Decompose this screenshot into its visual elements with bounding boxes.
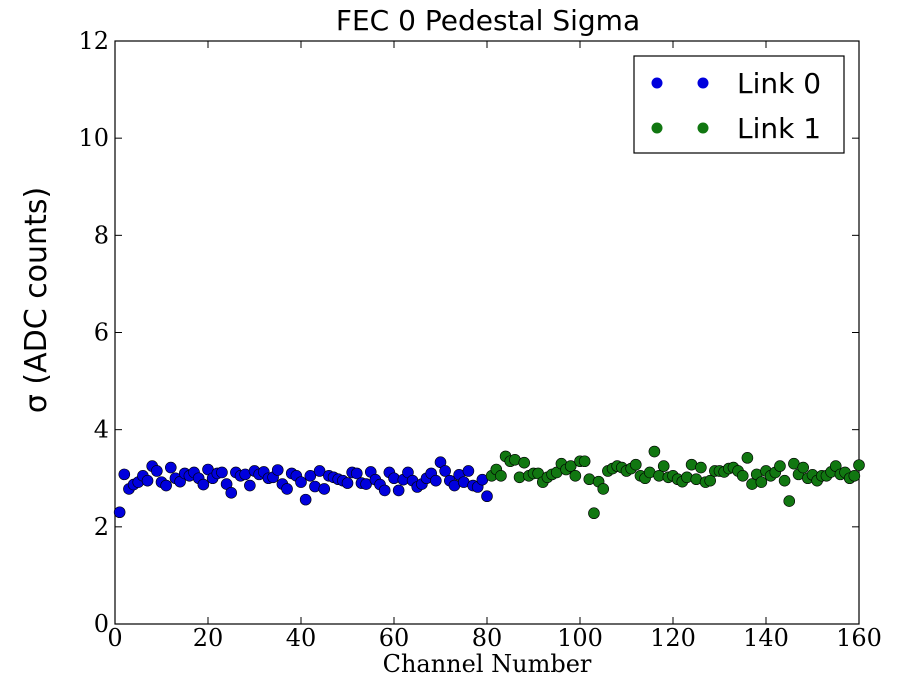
y-tick-label: 6 — [94, 319, 109, 347]
data-point-link1 — [588, 507, 600, 520]
data-point-link0 — [197, 478, 210, 491]
data-point-link1 — [741, 452, 754, 464]
x-axis: 0 20 40 60 80 100 120 140 160 — [107, 41, 882, 652]
legend-label-link0: Link 0 — [737, 67, 821, 100]
y-tick-label: 4 — [94, 416, 109, 444]
data-point-link1 — [797, 461, 810, 474]
data-point-link1 — [629, 458, 642, 471]
data-point-link0 — [341, 477, 354, 489]
data-point-link0 — [113, 506, 126, 519]
data-point-link0 — [350, 467, 363, 480]
data-point-link1 — [564, 460, 577, 472]
x-tick-label: 140 — [743, 624, 789, 652]
x-tick-label: 100 — [557, 624, 603, 652]
data-point-link0 — [299, 493, 312, 506]
data-point-link0 — [151, 465, 163, 477]
data-point-link0 — [439, 465, 451, 477]
x-tick-label: 120 — [650, 624, 696, 652]
data-point-link0 — [392, 484, 405, 497]
y-tick-label: 8 — [94, 221, 109, 249]
data-point-link0 — [271, 464, 284, 476]
x-axis-label: Channel Number — [383, 650, 592, 678]
data-point-link1 — [695, 461, 707, 474]
data-point-link0 — [118, 468, 131, 481]
legend-marker-link0-b — [697, 77, 709, 89]
data-point-link0 — [481, 490, 493, 503]
data-point-link0 — [318, 483, 331, 495]
data-point-link0 — [378, 484, 391, 497]
data-point-link1 — [495, 470, 507, 482]
x-tick-label: 20 — [193, 624, 224, 652]
data-point-link1 — [774, 460, 786, 472]
data-point-link0 — [141, 474, 154, 487]
data-point-link0 — [165, 461, 177, 474]
data-point-link0 — [225, 487, 238, 499]
data-point-link0 — [216, 466, 228, 479]
y-axis-label: σ (ADC counts) — [19, 187, 54, 413]
data-point-link1 — [853, 459, 865, 471]
legend-marker-link1-b — [697, 122, 709, 134]
data-points — [113, 445, 865, 520]
data-point-link0 — [462, 465, 475, 477]
legend: Link 0 Link 1 — [633, 55, 845, 154]
data-point-link1 — [783, 495, 796, 507]
y-tick-label: 0 — [94, 610, 109, 638]
data-point-link1 — [736, 470, 749, 482]
y-tick-label: 10 — [78, 124, 109, 152]
data-point-link1 — [578, 455, 591, 468]
data-point-link1 — [704, 474, 717, 487]
x-tick-label: 40 — [286, 624, 317, 652]
y-tick-label: 2 — [94, 513, 109, 541]
data-point-link0 — [304, 470, 317, 482]
data-point-link1 — [778, 474, 791, 487]
data-point-link0 — [430, 474, 442, 487]
data-point-link1 — [518, 456, 531, 469]
data-point-link0 — [160, 479, 172, 492]
data-point-link0 — [244, 479, 256, 492]
data-point-link1 — [597, 483, 610, 495]
data-point-link1 — [569, 470, 582, 482]
legend-marker-link1-a — [651, 122, 663, 134]
data-point-link1 — [657, 460, 670, 472]
data-point-link1 — [755, 476, 768, 488]
data-point-link1 — [648, 445, 661, 458]
legend-marker-link0-a — [651, 77, 663, 89]
x-tick-label: 60 — [379, 624, 410, 652]
data-point-link1 — [848, 470, 861, 482]
y-axis: 0 2 4 6 8 10 12 — [78, 27, 859, 638]
x-tick-label: 0 — [107, 624, 122, 652]
legend-frame — [633, 55, 845, 154]
x-tick-label: 80 — [472, 624, 503, 652]
data-point-link0 — [281, 483, 293, 495]
data-point-link0 — [295, 476, 307, 488]
y-tick-label: 12 — [78, 27, 109, 55]
data-point-link0 — [313, 465, 326, 477]
chart-title: FEC 0 Pedestal Sigma — [336, 4, 640, 37]
legend-label-link1: Link 1 — [737, 112, 821, 145]
x-tick-label: 160 — [836, 624, 882, 652]
